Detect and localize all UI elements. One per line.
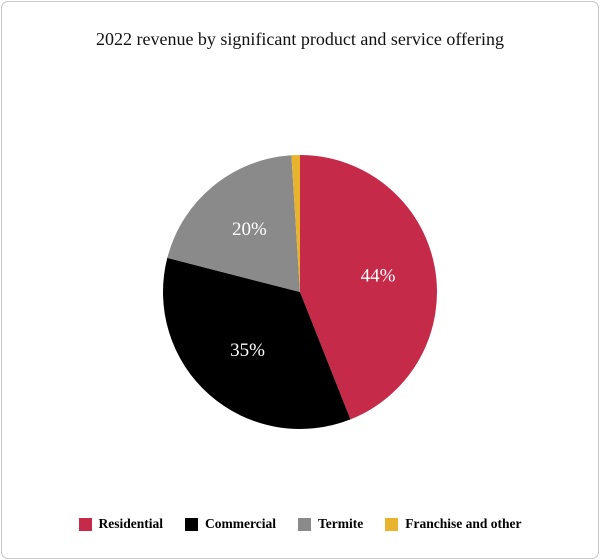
chart-legend: Residential Commercial Termite Franchise… [0, 516, 600, 532]
pie-slice-label-residential: 44% [361, 265, 396, 286]
pie-slice-label-commercial: 35% [230, 340, 265, 361]
legend-item-franchise-and-other: Franchise and other [385, 516, 521, 532]
legend-item-residential: Residential [78, 516, 164, 532]
pie-slice-residential [300, 155, 437, 420]
chart-title: 2022 revenue by significant product and … [95, 29, 505, 49]
legend-label-residential: Residential [98, 516, 164, 531]
pie-slice-label-termite: 20% [232, 219, 267, 240]
legend-label-commercial: Commercial [205, 516, 276, 531]
legend-swatch-residential [78, 517, 92, 531]
legend-item-termite: Termite [298, 516, 363, 532]
legend-swatch-termite [298, 517, 311, 531]
legend-label-franchise-and-other: Franchise and other [405, 516, 522, 531]
legend-label-termite: Termite [318, 516, 364, 531]
legend-swatch-commercial [185, 517, 199, 531]
pie-slice-franchise-and-other [291, 155, 300, 292]
legend-item-commercial: Commercial [185, 516, 276, 532]
pie-slice-termite [167, 155, 300, 292]
pie-slice-commercial [162, 257, 351, 430]
legend-swatch-franchise-and-other [385, 517, 399, 531]
